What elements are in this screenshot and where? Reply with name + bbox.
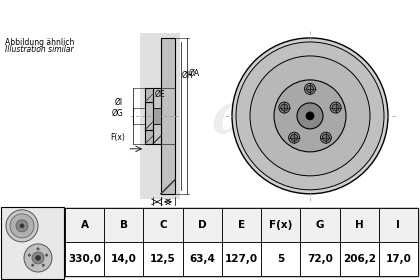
Text: 17,0: 17,0 — [386, 254, 411, 264]
Circle shape — [320, 132, 331, 143]
Text: C (MTH): C (MTH) — [160, 209, 184, 214]
Bar — [379, 208, 418, 242]
Circle shape — [36, 255, 40, 260]
Text: ate: ate — [212, 90, 308, 145]
Circle shape — [289, 132, 299, 143]
Circle shape — [236, 42, 384, 190]
Circle shape — [32, 252, 44, 264]
Circle shape — [332, 104, 339, 111]
Circle shape — [279, 102, 290, 113]
Bar — [300, 208, 339, 242]
Bar — [65, 208, 418, 276]
Circle shape — [37, 248, 39, 250]
Circle shape — [323, 134, 329, 141]
Text: E: E — [238, 220, 245, 230]
Circle shape — [16, 220, 28, 232]
Circle shape — [330, 102, 341, 113]
Bar — [144, 208, 183, 242]
Bar — [1, 207, 64, 279]
Text: Illustration similar: Illustration similar — [5, 45, 74, 54]
Circle shape — [45, 254, 48, 257]
Bar — [145, 102, 153, 130]
Text: B: B — [155, 209, 160, 218]
Bar — [261, 208, 300, 242]
Circle shape — [291, 134, 298, 141]
Circle shape — [297, 103, 323, 129]
Circle shape — [281, 104, 288, 111]
Text: 72,0: 72,0 — [307, 254, 333, 264]
Bar — [145, 88, 153, 102]
Bar — [104, 242, 144, 276]
Text: A: A — [81, 220, 89, 230]
Bar — [379, 242, 418, 276]
Text: B: B — [120, 220, 128, 230]
Text: H: H — [355, 220, 364, 230]
Bar — [140, 33, 180, 199]
Text: 206,2: 206,2 — [343, 254, 375, 264]
Circle shape — [307, 85, 313, 92]
Text: ØA: ØA — [189, 69, 200, 78]
Circle shape — [306, 112, 314, 120]
Text: ØI: ØI — [115, 97, 123, 106]
Text: ØH: ØH — [182, 71, 194, 80]
Text: 63,4: 63,4 — [189, 254, 215, 264]
Text: D: D — [161, 219, 167, 228]
Bar — [65, 242, 104, 276]
Bar — [339, 242, 379, 276]
Circle shape — [250, 56, 370, 176]
Text: Abbildung ähnlich: Abbildung ähnlich — [5, 38, 74, 47]
Bar — [222, 242, 261, 276]
Text: 12,5: 12,5 — [150, 254, 176, 264]
Text: F(x): F(x) — [269, 220, 292, 230]
Bar — [222, 208, 261, 242]
Circle shape — [6, 210, 38, 242]
Circle shape — [42, 264, 45, 267]
Bar — [104, 208, 144, 242]
Text: G: G — [316, 220, 324, 230]
Bar — [261, 242, 300, 276]
Text: 14,0: 14,0 — [111, 254, 137, 264]
Bar — [153, 88, 161, 144]
Text: D: D — [198, 220, 207, 230]
Bar — [144, 242, 183, 276]
Bar — [339, 208, 379, 242]
Bar — [183, 208, 222, 242]
Text: 330,0: 330,0 — [68, 254, 101, 264]
Circle shape — [232, 38, 388, 194]
Bar — [153, 108, 161, 124]
Text: 5: 5 — [277, 254, 284, 264]
Text: C: C — [159, 220, 167, 230]
Circle shape — [304, 83, 315, 94]
Bar — [161, 38, 175, 194]
Circle shape — [24, 244, 52, 272]
Bar — [300, 242, 339, 276]
Circle shape — [20, 224, 24, 228]
Text: ØG: ØG — [111, 108, 123, 117]
Bar — [145, 130, 153, 144]
Circle shape — [31, 264, 34, 267]
Bar — [183, 242, 222, 276]
Text: 24.0114-0120.1    414120: 24.0114-0120.1 414120 — [100, 8, 320, 22]
Circle shape — [274, 80, 346, 152]
Circle shape — [28, 254, 31, 257]
Circle shape — [10, 214, 34, 238]
Text: I: I — [396, 220, 400, 230]
Text: F(x): F(x) — [110, 133, 125, 142]
Text: 127,0: 127,0 — [225, 254, 258, 264]
Text: ØE: ØE — [155, 89, 165, 98]
Bar — [65, 208, 104, 242]
